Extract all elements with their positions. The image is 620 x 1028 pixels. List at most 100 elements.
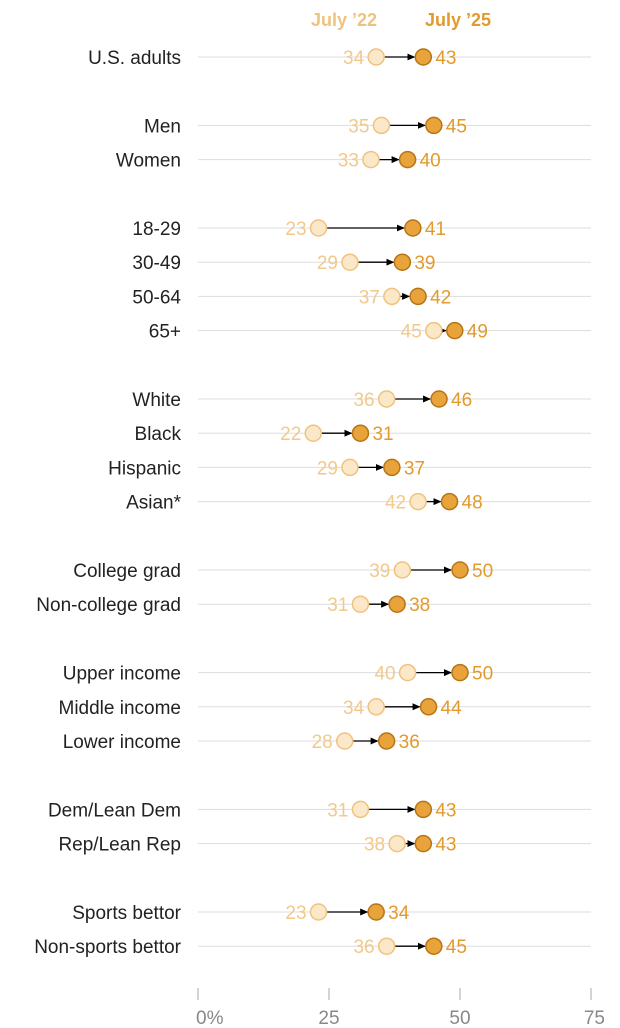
row-label: Non-sports bettor [34,937,181,958]
dot-july-22 [309,903,328,921]
value-label-july-22: 23 [285,903,306,924]
value-label-july-25: 39 [414,253,435,274]
dot-july-25 [425,937,443,955]
x-tick-label: 50 [449,1008,470,1028]
dot-july-22 [377,390,396,408]
x-tick-label: 25 [318,1008,339,1028]
dot-july-22 [362,150,380,169]
row: Dem/Lean Dem 31 43 [48,800,591,821]
chart-rows: U.S. adults 34 43 Men 35 45 Women 33 40 18-29 23 41… [34,48,591,958]
dot-july-25 [404,219,422,237]
row: Black 22 31 [135,424,591,445]
row-label: Asian* [126,493,182,514]
dot-july-25 [440,492,459,511]
value-label-july-25: 34 [388,903,410,924]
dot-july-22 [309,219,328,237]
row-label: Rep/Lean Rep [58,835,181,856]
dot-july-22 [335,732,354,750]
value-label-july-25: 43 [435,48,456,69]
value-label-july-25: 36 [399,732,420,753]
value-label-july-22: 42 [385,493,406,514]
dot-july-25 [393,253,412,271]
dot-july-25 [430,390,448,408]
dot-july-25 [398,150,417,169]
dot-july-25 [367,903,385,921]
row: Women 33 40 [116,151,591,172]
dot-july-25 [388,595,406,613]
dot-july-25 [383,458,401,477]
row: Non-college grad 31 38 [36,595,591,616]
row: White 36 46 [132,390,591,411]
dot-july-25 [451,663,469,682]
row: College grad 39 50 [73,561,591,582]
row-label: Hispanic [108,458,181,479]
row: Hispanic 29 37 [108,458,591,479]
value-label-july-25: 41 [425,219,446,240]
row-label: U.S. adults [88,48,181,69]
value-label-july-25: 43 [435,800,456,821]
row: Asian* 42 48 [126,493,591,514]
value-label-july-22: 45 [401,322,422,343]
row-label: Dem/Lean Dem [48,800,181,821]
value-label-july-25: 43 [435,835,456,856]
row-label: White [132,390,181,411]
dot-july-25 [377,732,396,750]
dot-july-22 [341,253,359,271]
legend-july-25: July ’25 [425,10,491,30]
value-label-july-22: 31 [327,595,348,616]
value-label-july-25: 46 [451,390,472,411]
value-label-july-25: 45 [446,116,467,137]
value-label-july-25: 31 [372,424,393,445]
value-label-july-22: 39 [369,561,390,582]
dot-july-22 [351,800,370,819]
dot-july-22 [425,321,443,340]
row-label: Upper income [63,664,181,685]
value-label-july-22: 22 [280,424,301,445]
value-label-july-25: 40 [420,151,441,172]
value-label-july-22: 33 [338,151,359,172]
row-label: 65+ [149,322,181,343]
value-label-july-25: 38 [409,595,430,616]
row: 30-49 29 39 [132,253,591,274]
legend-july-22: July ’22 [311,10,377,30]
row: Rep/Lean Rep 38 43 [58,835,591,856]
row-label: 50-64 [132,287,181,308]
row: 18-29 23 41 [132,219,591,240]
value-label-july-22: 29 [317,458,338,479]
dot-july-25 [351,424,370,442]
value-label-july-25: 50 [472,561,493,582]
row-label: College grad [73,561,181,582]
dot-july-22 [367,48,385,66]
row-label: Men [144,116,181,137]
value-label-july-25: 48 [462,493,483,514]
row-label: Women [116,151,181,172]
dot-july-22 [304,424,323,442]
value-label-july-22: 34 [343,698,365,719]
dot-july-25 [409,287,427,306]
dot-july-25 [414,800,433,819]
dot-july-25 [414,834,433,853]
row: 65+ 45 49 [149,322,591,343]
row: U.S. adults 34 43 [88,48,591,69]
value-label-july-22: 38 [364,835,385,856]
row-label: Sports bettor [72,903,181,924]
row: Non-sports bettor 36 45 [34,937,591,958]
dot-july-25 [419,698,438,716]
dot-july-22 [341,458,359,477]
dot-july-25 [414,48,433,66]
value-label-july-22: 23 [285,219,306,240]
value-label-july-25: 44 [441,698,463,719]
value-label-july-22: 35 [348,116,369,137]
row: Sports bettor 23 34 [72,903,591,924]
row-label: 30-49 [132,253,181,274]
dot-july-22 [377,937,396,955]
dot-july-22 [367,698,385,716]
x-tick-label: 75 [584,1008,605,1028]
value-label-july-22: 40 [374,664,395,685]
x-tick-label: 0% [196,1008,224,1028]
row: Lower income 28 36 [63,732,591,753]
row-label: Non-college grad [36,595,181,616]
value-label-july-25: 42 [430,287,451,308]
dot-july-22 [372,116,391,135]
